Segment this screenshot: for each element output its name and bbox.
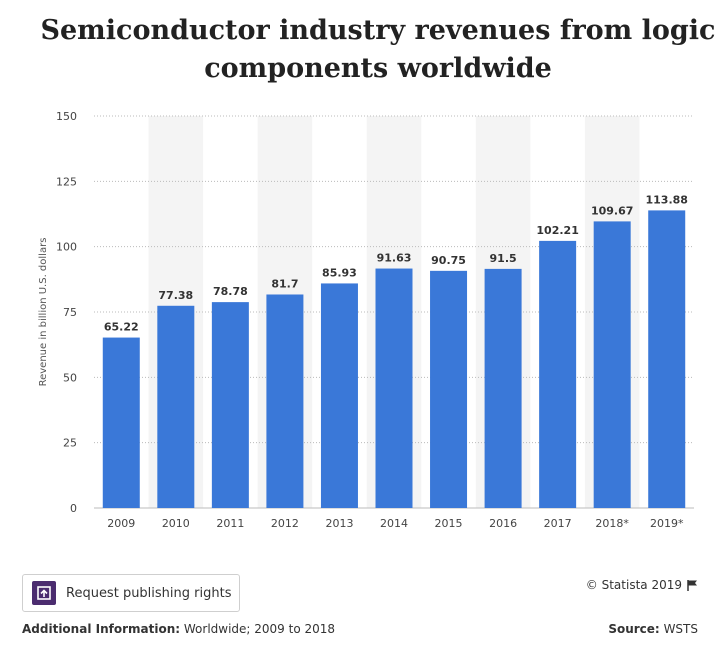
bar-chart: 65.22 77.38 78.78 81.7 85.93 91.63 90.75 91.5 10… bbox=[38, 110, 694, 530]
bar bbox=[375, 268, 413, 508]
x-tick-label: 2014 bbox=[380, 517, 408, 530]
value-label: 65.22 bbox=[104, 321, 139, 334]
source-value: WSTS bbox=[663, 622, 698, 636]
bar bbox=[539, 240, 577, 508]
value-labels: 65.22 77.38 78.78 81.7 85.93 91.63 90.75 91.5 10… bbox=[104, 193, 688, 333]
y-tick-labels: 0 25 50 75 100 125 150 bbox=[56, 110, 77, 515]
bar bbox=[648, 210, 686, 508]
bars bbox=[102, 210, 686, 508]
y-tick-label: 50 bbox=[63, 371, 77, 384]
additional-info-value: Worldwide; 2009 to 2018 bbox=[183, 622, 336, 636]
x-tick-label: 2011 bbox=[216, 517, 244, 530]
x-tick-label: 2012 bbox=[271, 517, 299, 530]
publish-icon bbox=[32, 581, 56, 605]
y-tick-label: 75 bbox=[63, 306, 77, 319]
x-tick-label: 2016 bbox=[489, 517, 517, 530]
y-tick-label: 125 bbox=[56, 175, 77, 188]
bar bbox=[430, 270, 468, 508]
bar bbox=[593, 221, 631, 508]
additional-info-label: Additional Information: bbox=[22, 622, 181, 636]
y-tick-label: 100 bbox=[56, 241, 77, 254]
x-tick-label: 2015 bbox=[435, 517, 463, 530]
chart-title: Semiconductor industry revenues from log… bbox=[40, 15, 716, 84]
x-tick-label: 2019* bbox=[650, 517, 684, 530]
value-label: 90.75 bbox=[431, 254, 466, 267]
bar bbox=[484, 268, 522, 508]
x-tick-label: 2013 bbox=[325, 517, 353, 530]
copyright: © Statista 2019 bbox=[586, 578, 698, 592]
source-label: Source: bbox=[608, 622, 660, 636]
additional-information: Additional Information: Worldwide; 2009 … bbox=[22, 622, 335, 636]
y-tick-label: 150 bbox=[56, 110, 77, 123]
y-tick-label: 0 bbox=[70, 502, 77, 515]
source: Source: WSTS bbox=[608, 622, 698, 636]
request-button-label: Request publishing rights bbox=[66, 585, 232, 601]
y-axis-title: Revenue in billion U.S. dollars bbox=[38, 238, 49, 387]
value-label: 113.88 bbox=[646, 193, 688, 206]
flag-icon[interactable] bbox=[687, 579, 698, 591]
request-publishing-rights-button[interactable]: Request publishing rights bbox=[22, 574, 240, 612]
x-tick-label: 2009 bbox=[107, 517, 135, 530]
x-tick-label: 2017 bbox=[544, 517, 572, 530]
value-label: 85.93 bbox=[322, 266, 357, 279]
value-label: 91.63 bbox=[377, 252, 412, 265]
bar bbox=[102, 337, 140, 508]
value-label: 78.78 bbox=[213, 285, 248, 298]
x-tick-labels: 2009 2010 2011 2012 2013 2014 2015 2016 2017 2018… bbox=[107, 517, 684, 530]
value-label: 102.21 bbox=[536, 224, 578, 237]
bar bbox=[211, 302, 249, 508]
bar bbox=[266, 294, 304, 508]
copyright-text: © Statista 2019 bbox=[585, 578, 682, 592]
x-tick-label: 2010 bbox=[162, 517, 190, 530]
bar bbox=[157, 305, 195, 508]
value-label: 109.67 bbox=[591, 204, 633, 217]
value-label: 81.7 bbox=[271, 277, 298, 290]
y-tick-label: 25 bbox=[63, 437, 77, 450]
bar bbox=[320, 283, 358, 508]
x-tick-label: 2018* bbox=[595, 517, 629, 530]
value-label: 91.5 bbox=[490, 252, 517, 265]
value-label: 77.38 bbox=[158, 289, 193, 302]
